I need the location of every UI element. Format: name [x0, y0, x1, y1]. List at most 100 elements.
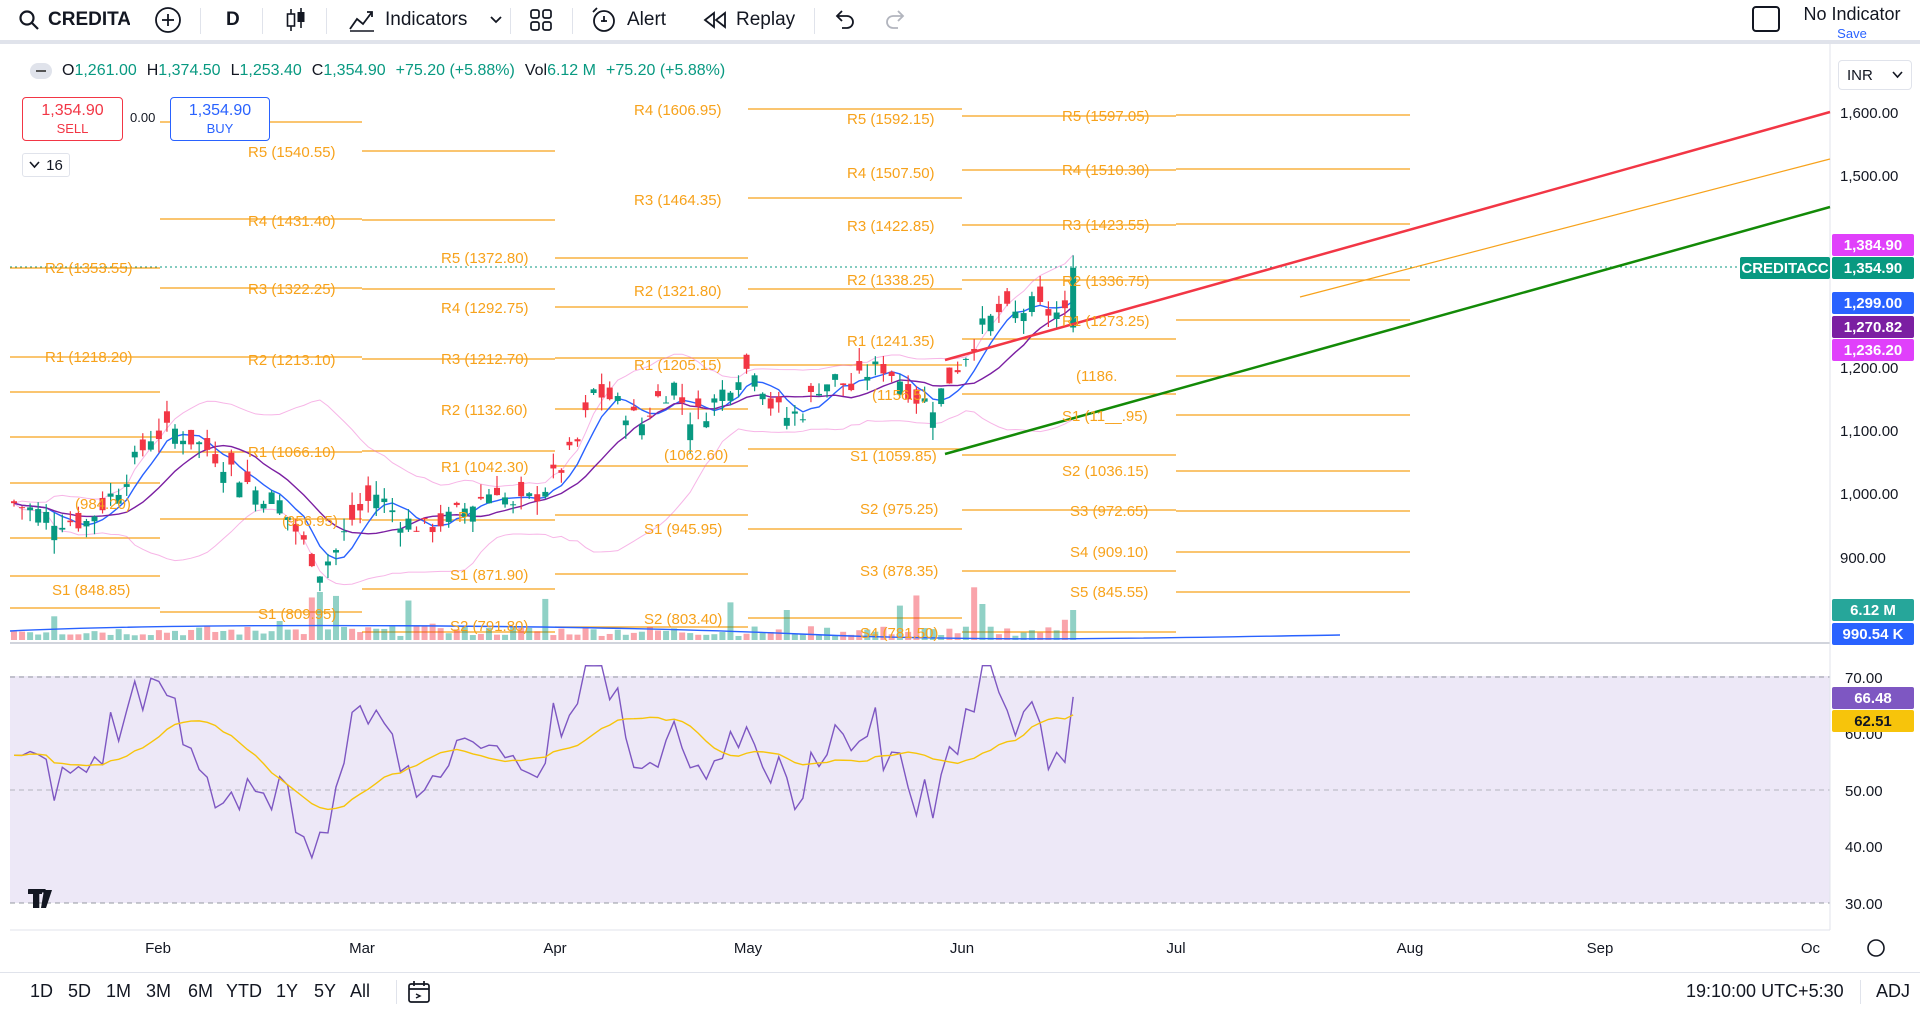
- candle-body: [614, 396, 621, 401]
- volume-bar: [695, 634, 702, 640]
- trend-lower-line: [944, 205, 1831, 456]
- volume-bar: [11, 631, 17, 640]
- volume-bar: [1061, 619, 1068, 640]
- candle-body: [494, 487, 500, 496]
- pivot-label: S4 (909.10): [1070, 544, 1148, 561]
- volume-bar: [1070, 610, 1077, 640]
- volume-bar: [260, 633, 267, 640]
- candle-body: [91, 516, 98, 522]
- volume-bars: [9, 587, 1341, 640]
- alert-button[interactable]: Alert: [590, 0, 666, 40]
- pivot-label: R5 (1592.15): [847, 111, 935, 128]
- candle-body: [236, 482, 243, 498]
- symbol-search[interactable]: CREDITACC: [18, 0, 130, 40]
- timeframe-ytd[interactable]: YTD: [226, 981, 262, 1001]
- candle-body: [284, 517, 291, 520]
- rsi-pane: [13, 664, 1074, 860]
- volume-bar: [946, 628, 953, 640]
- indicators-button[interactable]: Indicators: [348, 0, 503, 40]
- ma-slow: [13, 305, 1074, 535]
- pivot-label: R4 (1606.95): [634, 102, 722, 119]
- candles-icon: [286, 8, 305, 31]
- volume-bar: [816, 635, 822, 640]
- candle-body: [413, 530, 420, 532]
- volume-bar: [180, 635, 187, 640]
- collapse-icon[interactable]: [30, 63, 52, 79]
- candle-body: [687, 424, 694, 441]
- date-range-icon[interactable]: [406, 979, 432, 1005]
- volume-bar: [268, 631, 275, 640]
- replay-button[interactable]: Replay: [702, 0, 795, 40]
- price-chart[interactable]: R2 (1353.55) R1 (1218.20) (984.20) S1 (848.…: [0, 44, 1920, 1016]
- badge-ma-purple-bg: [1832, 316, 1914, 338]
- volume-bar: [791, 633, 798, 640]
- layout-icon[interactable]: [1752, 6, 1780, 32]
- undo-button[interactable]: [832, 0, 856, 40]
- volume-bar: [389, 626, 396, 640]
- badge-last: 1,354.90: [1844, 260, 1902, 277]
- volume-bar: [341, 626, 348, 640]
- volume-bar: [397, 635, 404, 640]
- candle-body: [212, 454, 219, 464]
- candle-body: [147, 441, 154, 450]
- candle-body: [429, 527, 436, 533]
- interval-button[interactable]: D: [226, 9, 240, 30]
- candle-body: [995, 303, 1002, 313]
- candle-body: [921, 398, 928, 402]
- time-axis-label: May: [734, 940, 763, 957]
- timeframe-5d[interactable]: 5D: [68, 981, 92, 1001]
- candle-body: [606, 387, 613, 400]
- no-indicator-button[interactable]: No Indicator Save: [1797, 4, 1907, 44]
- redo-button[interactable]: [884, 0, 908, 40]
- symbol-name: CREDITACC: [48, 9, 130, 30]
- timeframe-1m[interactable]: 1M: [106, 981, 132, 1001]
- save-label[interactable]: Save: [1837, 26, 1867, 41]
- adjust-button[interactable]: ADJ: [1876, 981, 1911, 1001]
- volume-bar: [574, 634, 581, 640]
- buy-button[interactable]: 1,354.90 BUY: [170, 97, 270, 141]
- volume-bar: [679, 632, 686, 640]
- chevron-down-icon[interactable]: [489, 15, 503, 25]
- timeframe-5y[interactable]: 5Y: [314, 981, 337, 1001]
- timeframe-1y[interactable]: 1Y: [276, 981, 299, 1001]
- layout-grid-icon: [530, 9, 552, 31]
- compare-button[interactable]: [154, 0, 182, 40]
- sell-label: SELL: [56, 121, 89, 136]
- candle-body: [172, 428, 178, 444]
- volume-bar: [743, 633, 750, 640]
- pivot-label: (1156.5): [872, 387, 927, 404]
- candle-body: [228, 452, 235, 465]
- candle-body: [324, 561, 331, 566]
- price-axis-label: 900.00: [1840, 550, 1886, 567]
- volume-bar: [35, 634, 42, 640]
- candle-body: [962, 358, 969, 360]
- timeframe-1d[interactable]: 1D: [30, 981, 54, 1001]
- candle-body: [469, 506, 476, 522]
- pivot-label: S3 (972.65): [1070, 503, 1148, 520]
- candle-body: [679, 397, 686, 403]
- candle-body: [558, 470, 565, 473]
- sell-button[interactable]: 1,354.90 SELL: [22, 97, 123, 141]
- timeframe-6m[interactable]: 6M: [188, 981, 214, 1001]
- timeframe-3m[interactable]: 3M: [146, 981, 172, 1001]
- candle-body: [946, 367, 953, 384]
- chart-type-button[interactable]: [284, 0, 308, 40]
- candle-body: [316, 576, 323, 583]
- lot-size-toggle[interactable]: 16: [22, 153, 70, 177]
- candle-body: [43, 511, 50, 523]
- pivot-label: R2 (1132.60): [441, 402, 527, 419]
- timeframe-all[interactable]: All: [350, 981, 371, 1001]
- badge-upper: 1,384.90: [1844, 237, 1902, 254]
- candle-body: [83, 521, 90, 527]
- volume-bar: [477, 633, 484, 640]
- time-axis-label: Apr: [543, 940, 566, 957]
- layouts-button[interactable]: [528, 0, 554, 40]
- currency-select[interactable]: INR: [1838, 60, 1912, 90]
- tradingview-logo-icon: [28, 890, 52, 908]
- volume-bar: [979, 604, 986, 640]
- candle-body: [115, 494, 122, 504]
- badge-ma-blue: 1,299.00: [1844, 295, 1902, 312]
- ohlc-legend: O1,261.00 H1,374.50 L1,253.40 C1,354.90 …: [30, 62, 725, 80]
- candle-body: [1020, 313, 1027, 322]
- clock[interactable]: 19:10:00 UTC+5:30: [1686, 981, 1844, 1001]
